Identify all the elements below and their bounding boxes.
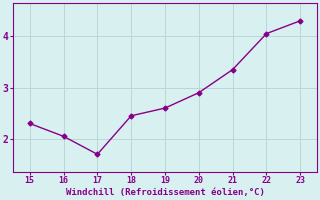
X-axis label: Windchill (Refroidissement éolien,°C): Windchill (Refroidissement éolien,°C)	[66, 188, 264, 197]
